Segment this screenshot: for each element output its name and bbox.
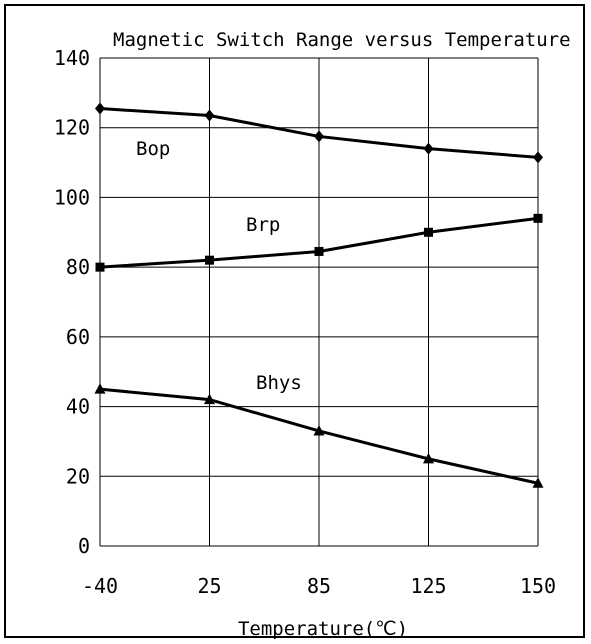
y-tick-label: 120: [54, 116, 90, 140]
x-axis-label: Temperature(℃): [238, 618, 408, 640]
data-point: [205, 255, 214, 265]
y-tick-label: 100: [54, 185, 90, 209]
x-tick-label: 85: [307, 574, 331, 598]
data-point: [314, 246, 324, 256]
chart-text: Magnetic Switch Range versus Temperature…: [54, 29, 571, 640]
data-point: [532, 477, 544, 488]
x-tick-label: -40: [82, 574, 118, 598]
chart-title: Magnetic Switch Range versus Temperature: [113, 29, 571, 51]
data-point: [533, 151, 543, 164]
series-label-brp: Brp: [246, 214, 280, 236]
data-point: [95, 262, 105, 272]
series-lines: [94, 102, 544, 488]
y-tick-label: 60: [66, 325, 90, 349]
data-point: [95, 102, 105, 115]
x-tick-label: 25: [197, 574, 221, 598]
y-tick-label: 0: [78, 534, 90, 558]
y-tick-label: 80: [66, 255, 90, 279]
x-tick-label: 125: [410, 574, 446, 598]
data-point: [94, 383, 106, 394]
y-tick-label: 140: [54, 46, 90, 70]
series-label-bhys: Bhys: [256, 372, 302, 394]
x-tick-label: 150: [520, 574, 556, 598]
data-point: [314, 130, 324, 143]
data-point: [204, 109, 215, 122]
grid: [99, 57, 539, 547]
data-point: [313, 424, 325, 436]
data-point: [423, 452, 434, 464]
y-tick-label: 20: [66, 464, 90, 488]
data-point: [204, 393, 215, 405]
data-point: [423, 142, 434, 155]
series-label-bop: Bop: [136, 138, 170, 160]
y-tick-label: 40: [66, 395, 90, 419]
data-point: [424, 227, 433, 237]
data-point: [533, 213, 543, 223]
